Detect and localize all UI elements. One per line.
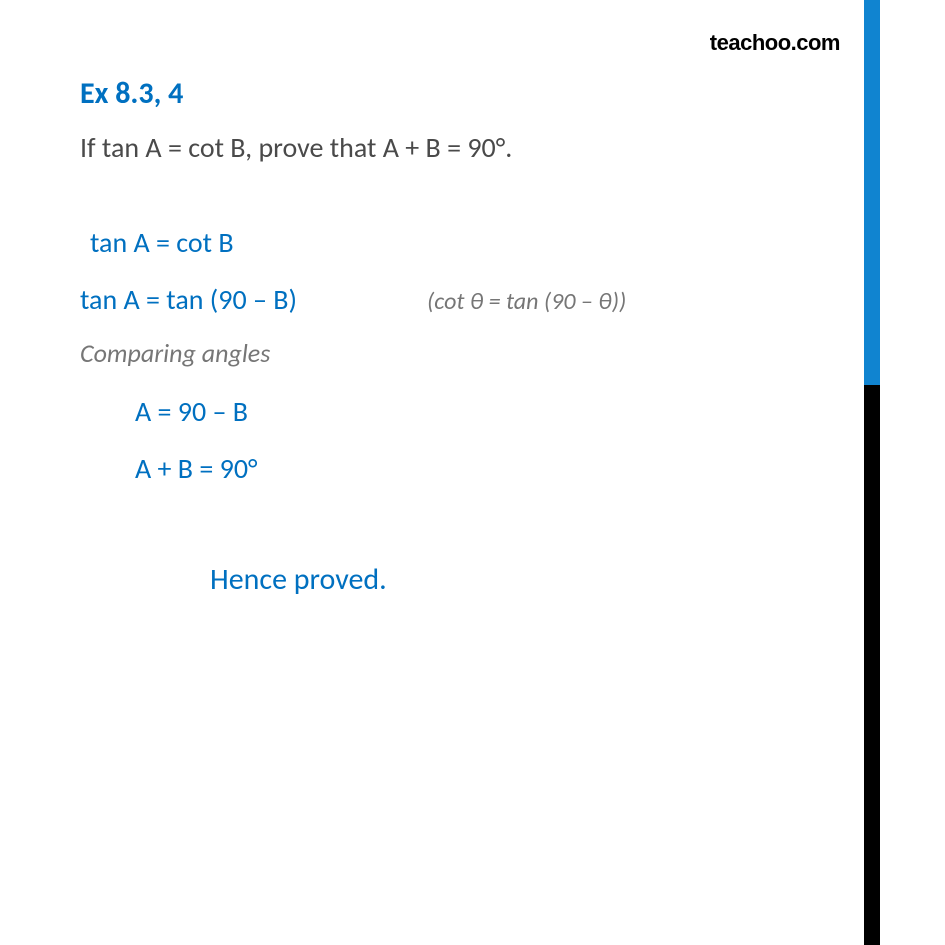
sidebar-accent-blue [864,0,880,385]
proof-step-2-row: tan A = tan (90 – B) (cot θ = tan (90 – … [80,282,865,317]
proof-step-2: tan A = tan (90 – B) [80,282,297,317]
proof-conclusion: Hence proved. [210,561,865,598]
sidebar-accent-black [864,385,880,945]
comparing-label: Comparing angles [80,337,865,369]
proof-result-2: A + B = 90° [135,451,865,486]
document-content: Ex 8.3, 4 If tan A = cot B, prove that A… [0,0,945,598]
problem-statement: If tan A = cot B, prove that A + B = 90°… [80,130,865,165]
brand-logo-text: teachoo.com [710,30,840,56]
exercise-heading: Ex 8.3, 4 [80,75,865,112]
proof-step-2-note: (cot θ = tan (90 – θ)) [427,287,626,316]
proof-step-1: tan A = cot B [90,225,865,260]
proof-result-1: A = 90 – B [135,394,865,429]
